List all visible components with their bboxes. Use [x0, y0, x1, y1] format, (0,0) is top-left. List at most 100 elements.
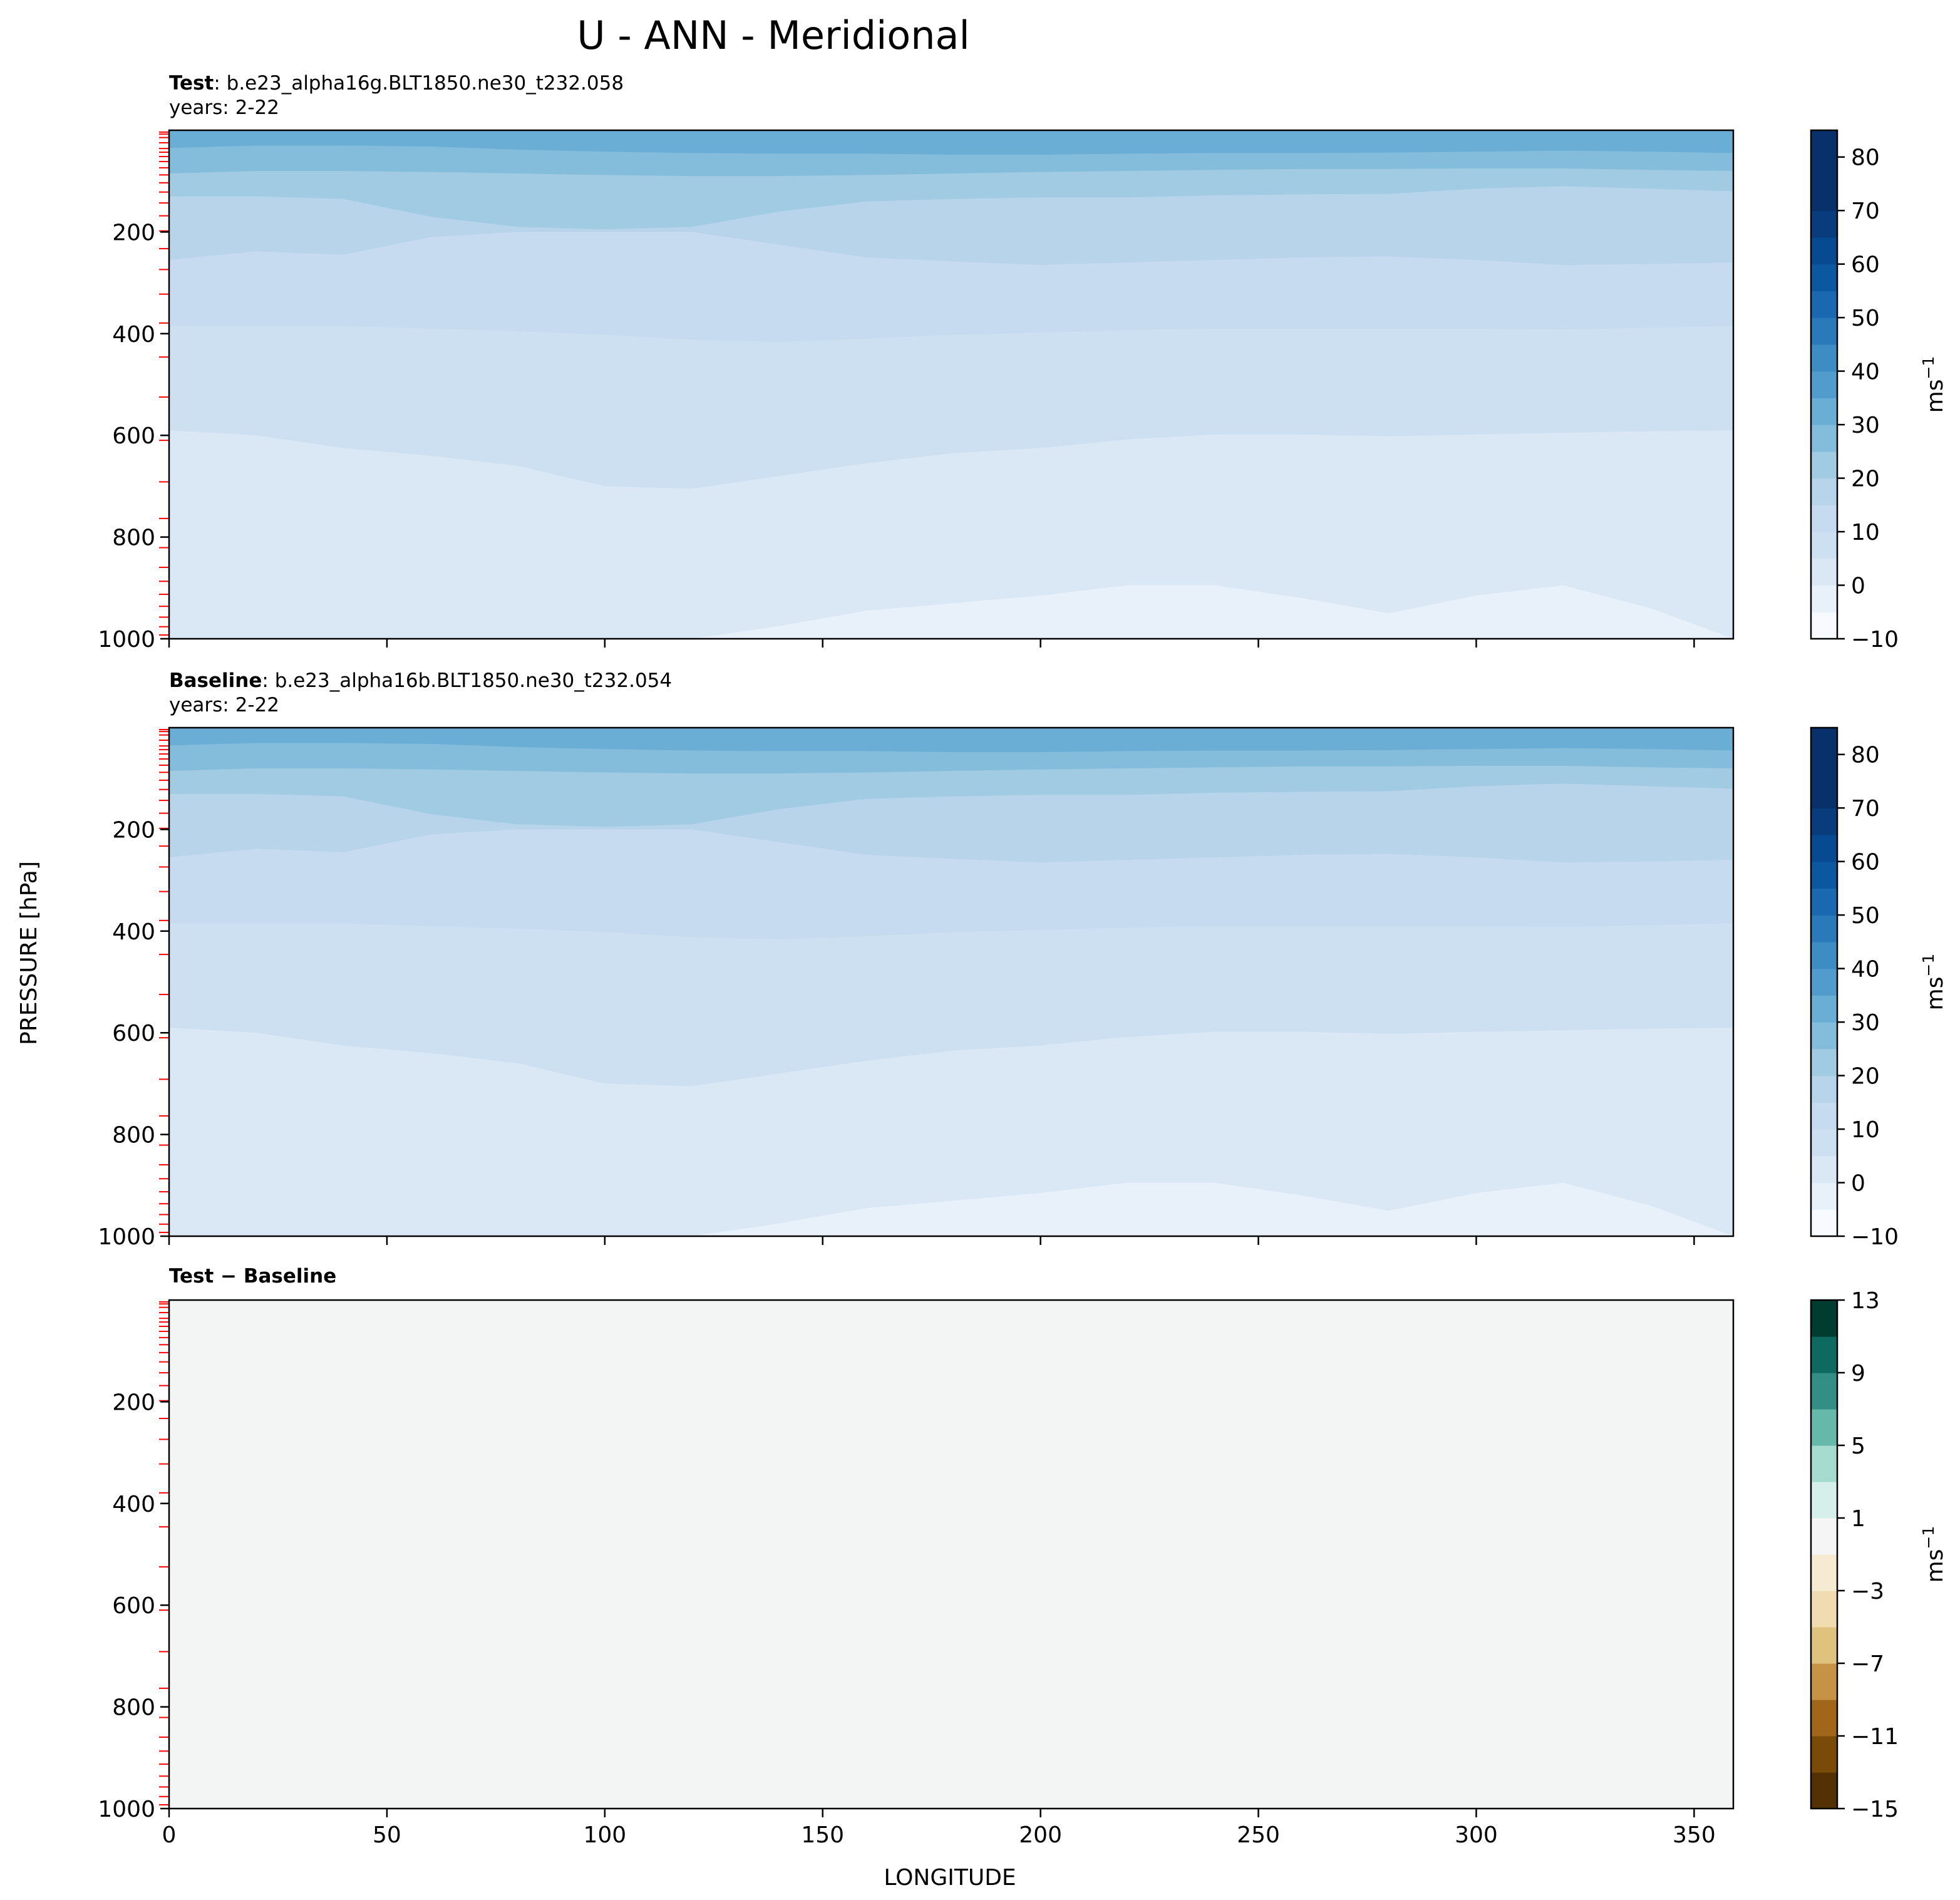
difference-colorbar-units-exponent: −1 [1919, 1526, 1937, 1549]
baseline-colorbar-tick-label: 20 [1851, 1064, 1880, 1090]
baseline-colorbar-units-base: ms [1922, 977, 1948, 1011]
baseline-colorbar-tick-label: 30 [1851, 1010, 1880, 1036]
test-colorbar-segment [1811, 318, 1837, 345]
baseline-colorbar-tick-label: 40 [1851, 957, 1880, 983]
difference-colorbar-segment [1811, 1627, 1837, 1664]
test-case-name: b.e23_alpha16g.BLT1850.ne30_t232.058 [227, 72, 624, 95]
difference-colorbar-segment [1811, 1591, 1837, 1628]
baseline-y-tick-label: 800 [112, 1123, 155, 1149]
difference-colorbar-segment [1811, 1518, 1837, 1555]
test-colorbar-segment [1811, 505, 1837, 532]
test-colorbar-frame [1810, 129, 1839, 640]
baseline-colorbar-segment [1811, 861, 1837, 889]
baseline-colorbar-segment [1811, 728, 1837, 755]
baseline-colorbar-segment [1811, 1048, 1837, 1076]
baseline-colorbar-tick-label: 60 [1851, 850, 1880, 875]
x-axis-title: LONGITUDE [884, 1865, 1016, 1891]
test-colorbar-segment [1811, 558, 1837, 586]
difference-y-tick-label: 1000 [98, 1797, 155, 1822]
test-y-tick-label: 400 [112, 322, 155, 348]
difference-colorbar-segment [1811, 1772, 1837, 1809]
baseline-colorbar-segment [1811, 1129, 1837, 1157]
baseline-plot: 200 400 600 800 1000 [98, 726, 1735, 1250]
difference-colorbar-frame [1810, 1299, 1839, 1810]
test-colorbar-segment [1811, 130, 1837, 158]
test-title: Test: b.e23_alpha16g.BLT1850.ne30_t232.0… [169, 72, 624, 95]
difference-title: Test − Baseline [169, 1265, 336, 1288]
difference-colorbar-segment [1811, 1663, 1837, 1700]
difference-colorbar: −15 −11 −7 −3 1 5 9 13 ms−1 [1810, 1288, 1948, 1822]
difference-x-tick-label: 100 [583, 1822, 626, 1848]
test-title-label: Test [169, 72, 214, 95]
figure-title: U - ANN - Meridional [577, 13, 970, 58]
test-colorbar-segment [1811, 264, 1837, 292]
baseline-title-label: Baseline [169, 669, 262, 692]
test-plot: 200 400 600 800 1000 [98, 129, 1735, 653]
test-y-tick-label: 1000 [98, 627, 155, 653]
difference-plot: 200 400 600 800 1000 0 50 100 150 200 250 300 350 [98, 1299, 1735, 1848]
difference-colorbar-segment [1811, 1336, 1837, 1373]
difference-colorbar-tick-label: −11 [1851, 1724, 1899, 1750]
difference-colorbar-units-base: ms [1922, 1549, 1948, 1583]
test-colorbar-segment [1811, 398, 1837, 425]
baseline-case-name: b.e23_alpha16b.BLT1850.ne30_t232.054 [275, 669, 672, 692]
difference-y-tick-label: 600 [112, 1593, 155, 1619]
difference-colorbar-segment [1811, 1445, 1837, 1482]
difference-colorbar-segment [1811, 1554, 1837, 1591]
test-colorbar-segment [1811, 451, 1837, 479]
baseline-colorbar-segment [1811, 995, 1837, 1023]
baseline-colorbar-segment [1811, 1075, 1837, 1103]
difference-x-tick-label: 200 [1019, 1822, 1062, 1848]
difference-x-tick-label: 150 [801, 1822, 844, 1848]
test-colorbar-tick-label: 20 [1851, 467, 1880, 492]
test-colorbar-segment [1811, 157, 1837, 185]
test-colorbar-tick-label: −10 [1851, 627, 1899, 653]
difference-x-tick-label: 0 [162, 1822, 177, 1848]
baseline-colorbar-segment [1811, 1182, 1837, 1210]
difference-colorbar-segment [1811, 1700, 1837, 1737]
difference-colorbar-tick-label: 1 [1851, 1506, 1865, 1532]
baseline-axes-frame [168, 726, 1735, 1237]
test-colorbar-segment [1811, 612, 1837, 639]
difference-axes-frame [168, 1299, 1735, 1810]
test-colorbar-tick-label: 30 [1851, 413, 1880, 438]
baseline-y-tick-label: 200 [112, 817, 155, 843]
difference-colorbar-tick-label: −3 [1851, 1579, 1884, 1604]
test-colorbar-tick-label: 40 [1851, 359, 1880, 385]
test-colorbar-segment [1811, 425, 1837, 452]
test-colorbar-segment [1811, 291, 1837, 318]
test-colorbar-tick-label: 10 [1851, 520, 1880, 545]
baseline-colorbar-segment [1811, 1155, 1837, 1184]
difference-colorbar-segment [1811, 1482, 1837, 1519]
test-colorbar-segment [1811, 210, 1837, 238]
test-colorbar-units: ms−1 [1919, 356, 1948, 413]
test-colorbar-tick-label: 0 [1851, 574, 1865, 599]
difference-x-tick-label: 300 [1455, 1822, 1498, 1848]
baseline-band-30 [169, 728, 1733, 752]
test-colorbar-segment [1811, 532, 1837, 559]
difference-colorbar-tick-label: 5 [1851, 1433, 1865, 1459]
baseline-years: years: 2-22 [169, 694, 279, 716]
panel-baseline: Baseline: b.e23_alpha16b.BLT1850.ne30_t2… [98, 669, 1948, 1250]
baseline-colorbar-segment [1811, 781, 1837, 808]
baseline-y-tick-label: 600 [112, 1021, 155, 1046]
test-colorbar-segment [1811, 344, 1837, 372]
baseline-y-tick-label: 1000 [98, 1224, 155, 1250]
baseline-colorbar-segment [1811, 808, 1837, 835]
test-colorbar-tick-label: 70 [1851, 199, 1880, 224]
baseline-colorbar-tick-label: 10 [1851, 1117, 1880, 1143]
baseline-colorbar-segment [1811, 1209, 1837, 1237]
y-axis-title: PRESSURE [hPa] [16, 861, 42, 1045]
baseline-colorbar-segment [1811, 915, 1837, 942]
baseline-title: Baseline: b.e23_alpha16b.BLT1850.ne30_t2… [169, 669, 672, 692]
baseline-colorbar-segment [1811, 1022, 1837, 1050]
difference-colorbar-segment [1811, 1300, 1837, 1337]
difference-colorbar-segment [1811, 1736, 1837, 1773]
test-colorbar-segment [1811, 237, 1837, 265]
difference-x-tick-label: 350 [1673, 1822, 1716, 1848]
test-axes-frame [168, 129, 1735, 640]
baseline-colorbar-segment [1811, 941, 1837, 969]
test-colorbar-segment [1811, 183, 1837, 211]
